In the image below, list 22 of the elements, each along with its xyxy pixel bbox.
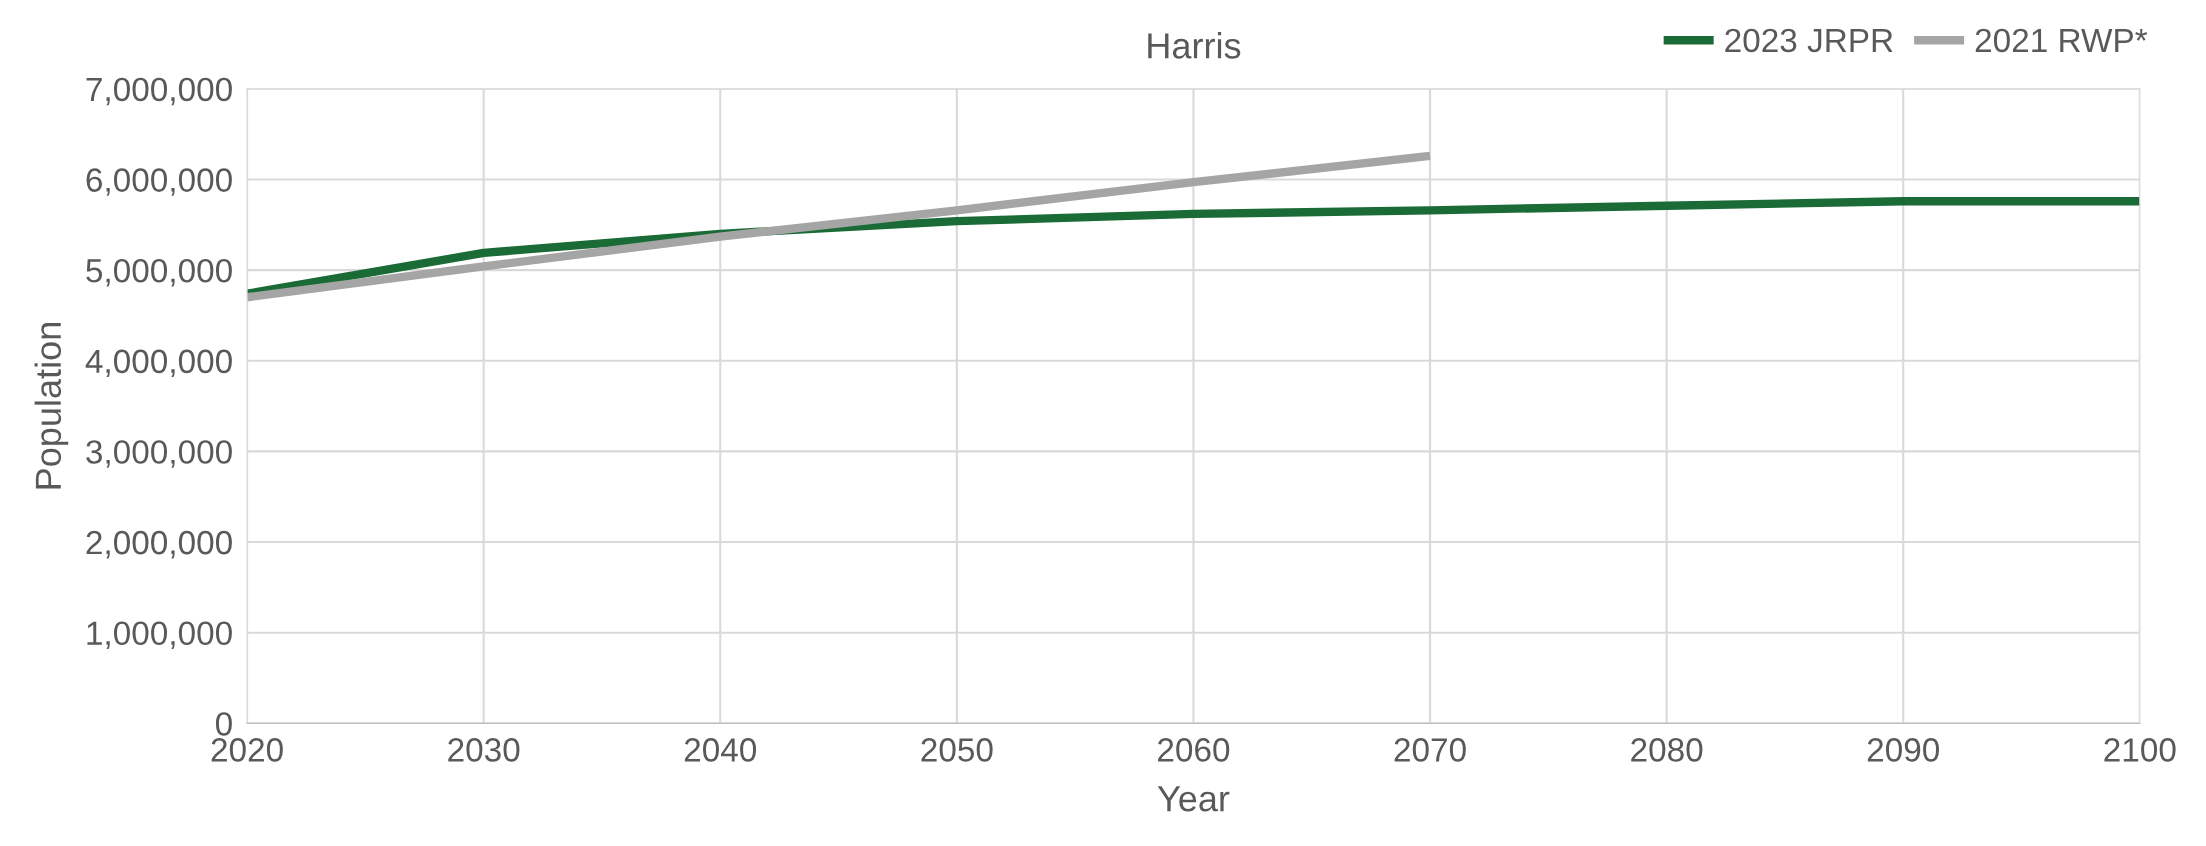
x-tick-label: 2040	[684, 738, 757, 762]
x-tick-label: 2020	[211, 738, 283, 762]
y-tick-label: 7,000,000	[86, 77, 232, 106]
x-tick-label: 2090	[1867, 738, 1939, 762]
x-tick-label: 2050	[921, 738, 993, 762]
y-tick-label: 6,000,000	[86, 168, 232, 196]
x-tick-label: 2070	[1394, 738, 1466, 762]
x-tick-label: 2030	[448, 738, 520, 762]
legend-label: 2023 JRPR	[1725, 28, 1893, 53]
y-tick-label: 2,000,000	[86, 530, 232, 559]
y-tick-label: 0	[215, 712, 232, 736]
y-tick-label: 3,000,000	[86, 440, 232, 468]
y-tick-label: 1,000,000	[87, 621, 232, 650]
x-tick-label: 2080	[1631, 738, 1703, 762]
legend-label: 2021 RWP*	[1975, 28, 2148, 53]
y-tick-label: 5,000,000	[86, 258, 232, 287]
x-axis-title: Year	[1157, 786, 1230, 812]
y-axis-title: Population	[34, 323, 69, 489]
x-tick-label: 2100	[2104, 738, 2176, 762]
chart-title: Harris	[1148, 32, 1241, 59]
x-tick-label: 2060	[1158, 738, 1230, 762]
y-tick-label: 4,000,000	[85, 349, 232, 378]
